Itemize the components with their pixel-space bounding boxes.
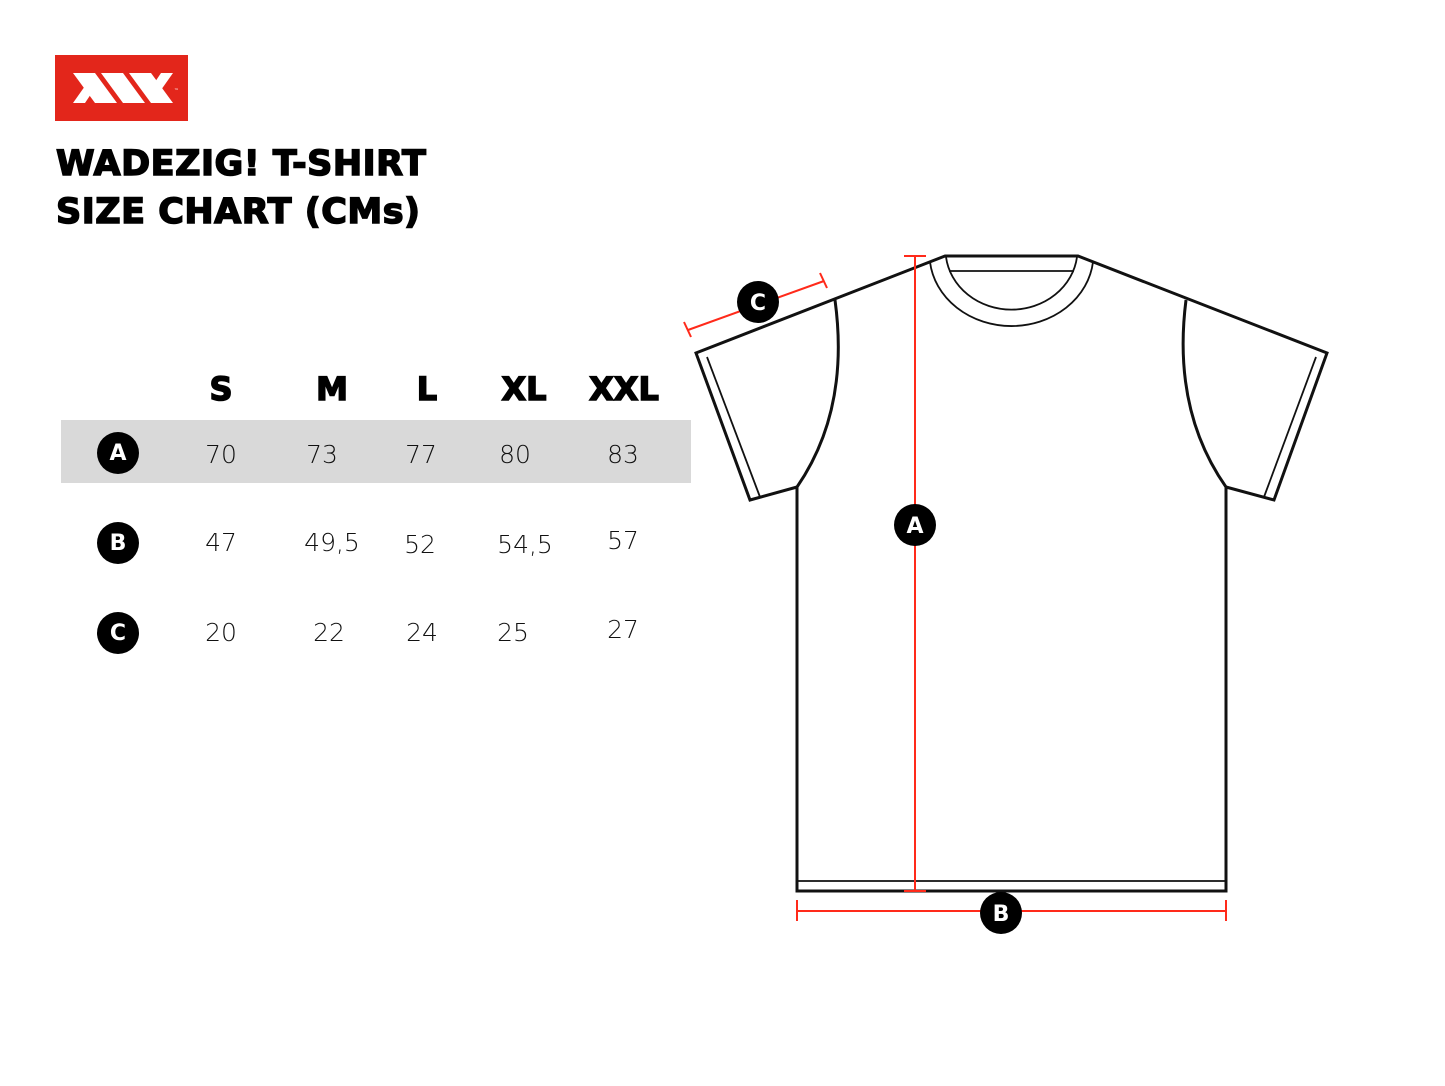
page-title: WADEZIG! T-SHIRT SIZE CHART (CMs) — [55, 140, 427, 236]
row-a-highlight — [61, 420, 691, 483]
cell-a-xl: 80 — [499, 440, 531, 469]
svg-text:C: C — [750, 291, 766, 316]
size-header-m: M — [315, 369, 348, 409]
cell-b-xl: 54,5 — [497, 530, 553, 559]
row-label-b: B — [97, 522, 139, 564]
cell-c-l: 24 — [406, 618, 438, 647]
logo-mark-icon: ™ — [73, 73, 179, 103]
cell-a-xxl: 83 — [607, 440, 639, 469]
cell-a-s: 70 — [205, 440, 237, 469]
cell-c-xl: 25 — [497, 618, 529, 647]
collar-outer — [929, 261, 1094, 327]
row-label-c: C — [97, 612, 139, 654]
marker-a: A — [894, 504, 936, 546]
cell-a-l: 77 — [405, 440, 437, 469]
cell-c-m: 22 — [313, 618, 345, 647]
cell-b-l: 52 — [404, 530, 436, 559]
svg-text:A: A — [906, 514, 923, 539]
brand-logo: ™ — [55, 55, 188, 121]
svg-text:™: ™ — [174, 88, 179, 94]
title-line-2: SIZE CHART (CMs) — [55, 191, 421, 233]
cell-b-m: 49,5 — [304, 528, 360, 557]
cell-b-s: 47 — [205, 528, 237, 557]
size-header-s: S — [209, 369, 234, 409]
cell-a-m: 73 — [306, 440, 338, 469]
measure-a-line — [904, 255, 926, 892]
marker-c: C — [737, 281, 779, 323]
cell-c-s: 20 — [205, 618, 237, 647]
size-header-l: L — [416, 369, 438, 409]
right-armhole — [1181, 299, 1228, 488]
title-line-1: WADEZIG! T-SHIRT — [55, 143, 427, 185]
size-header-xxl: XXL — [588, 369, 659, 409]
marker-b: B — [980, 892, 1022, 934]
svg-text:B: B — [993, 902, 1010, 927]
row-label-a: A — [97, 432, 139, 474]
size-header-xl: XL — [501, 369, 548, 409]
tshirt-outline — [694, 254, 1329, 893]
cell-c-xxl: 27 — [607, 615, 639, 644]
cell-b-xxl: 57 — [607, 526, 639, 555]
left-armhole — [795, 299, 840, 488]
collar-inner — [945, 256, 1078, 311]
